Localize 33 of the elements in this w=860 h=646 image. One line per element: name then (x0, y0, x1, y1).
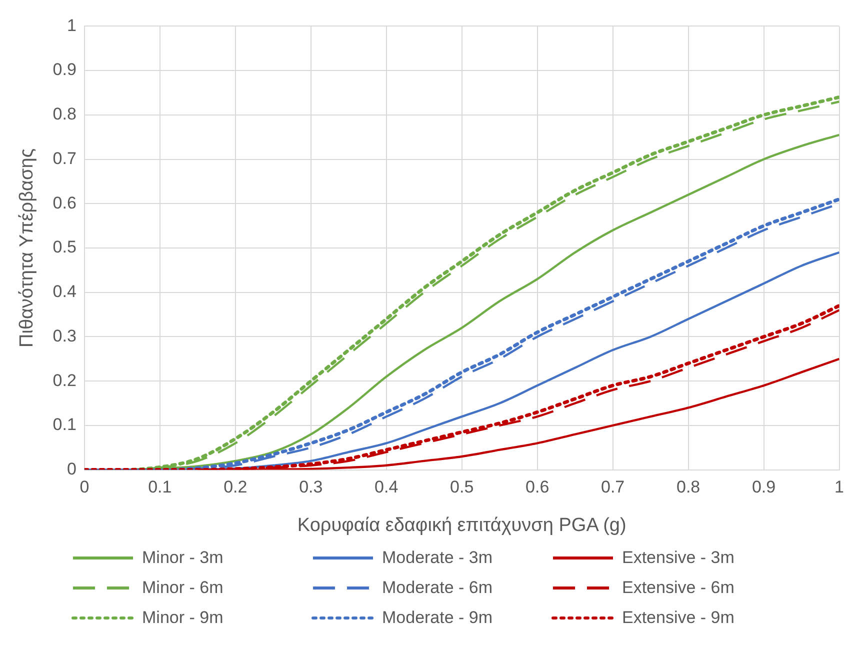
x-tick-label: 0.9 (752, 478, 776, 497)
y-axis-title: Πιθανότητα Υπέρβασης (16, 148, 38, 348)
y-tick-label: 0.2 (52, 370, 76, 390)
y-tick-label: 0.5 (52, 238, 76, 257)
legend-label: Minor - 6m (142, 578, 224, 598)
x-tick-label: 0.5 (450, 478, 474, 497)
legend-label: Extensive - 3m (622, 548, 734, 568)
x-tick-label: 0.2 (224, 478, 248, 497)
x-tick-label: 0.1 (148, 478, 172, 497)
x-tick-label: 0.4 (374, 478, 398, 497)
x-axis-title: Κορυφαία εδαφική επιτάχυνση PGA (g) (297, 514, 626, 536)
legend-label: Moderate - 6m (382, 578, 493, 598)
y-tick-label: 0.4 (52, 282, 76, 302)
y-tick-label: 0.9 (52, 60, 76, 80)
y-tick-label: 0.7 (52, 148, 76, 168)
y-tick-label: 0.1 (52, 415, 76, 434)
x-tick-label: 0.8 (676, 478, 700, 497)
legend-label: Extensive - 6m (622, 578, 734, 598)
legend-label: Moderate - 9m (382, 608, 493, 628)
x-tick-label: 1 (834, 478, 844, 497)
x-tick-label: 0 (80, 478, 90, 497)
y-tick-label: 0.3 (52, 326, 76, 346)
x-tick-label: 0.3 (299, 478, 323, 497)
y-tick-label: 0.6 (52, 193, 76, 212)
legend-label: Moderate - 3m (382, 548, 493, 568)
legend-label: Minor - 9m (142, 608, 224, 628)
y-tick-label: 0 (66, 459, 76, 478)
legend-label: Minor - 3m (142, 548, 224, 568)
legend-label: Extensive - 9m (622, 608, 734, 628)
x-tick-label: 0.7 (601, 478, 625, 497)
y-tick-label: 1 (66, 16, 76, 35)
y-tick-label: 0.8 (52, 104, 76, 124)
x-tick-label: 0.6 (526, 478, 550, 497)
